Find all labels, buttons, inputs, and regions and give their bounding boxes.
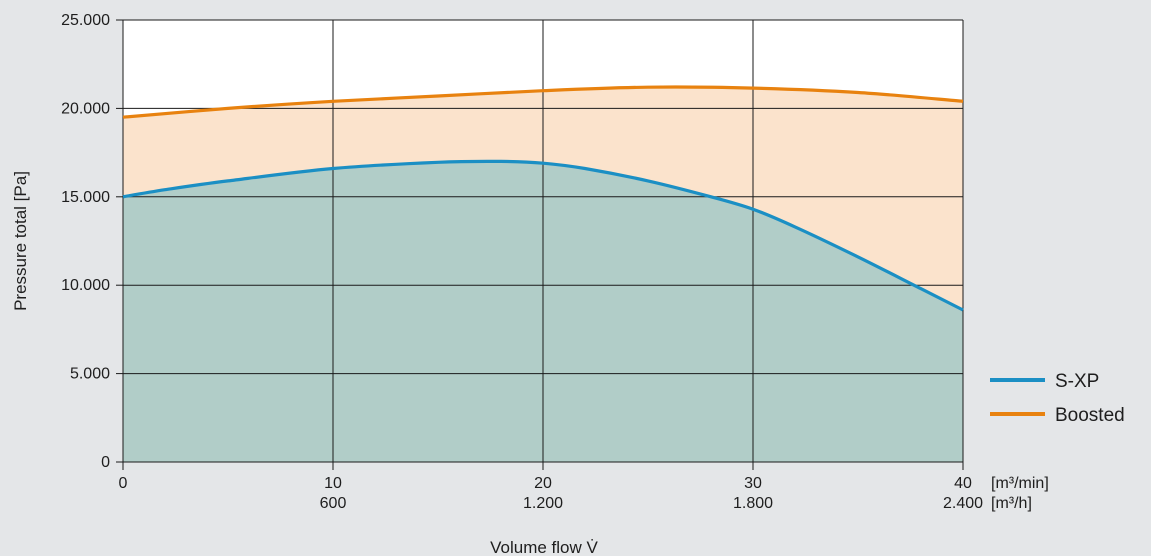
x-axis-title: Volume flow V̇ — [490, 538, 598, 556]
x-tick-label: 20 — [534, 475, 552, 492]
x-tick-labels: 0 10 600 20 1.200 30 1.800 40 2.400 — [119, 475, 984, 512]
x-unit-primary: [m³/min] — [991, 475, 1049, 492]
y-tick-label: 0 — [101, 454, 110, 471]
y-tick-label: 10.000 — [61, 277, 110, 294]
x-unit-secondary: [m³/h] — [991, 495, 1032, 512]
x-tick-label: 10 — [324, 475, 342, 492]
y-tick-labels: 0 5.000 10.000 15.000 20.000 25.000 — [61, 12, 110, 471]
y-tick-label: 20.000 — [61, 100, 110, 117]
legend-label-s-xp: S-XP — [1055, 371, 1099, 392]
x-tick-label-secondary: 1.800 — [733, 495, 773, 512]
series-lines — [122, 85, 964, 312]
x-tick-label: 40 — [954, 475, 972, 492]
x-tick-label-secondary: 2.400 — [943, 495, 983, 512]
legend-label-boosted: Boosted — [1055, 405, 1125, 426]
x-tick-label-secondary: 600 — [320, 495, 347, 512]
y-tick-label: 25.000 — [61, 12, 110, 29]
series-line-s-xp — [122, 159, 964, 312]
x-tick-label: 30 — [744, 475, 762, 492]
x-tick-label-secondary: 1.200 — [523, 495, 563, 512]
y-axis-title: Pressure total [Pa] — [11, 171, 30, 311]
series-line-boosted — [122, 85, 964, 119]
y-tick-label: 15.000 — [61, 189, 110, 206]
y-tick-label: 5.000 — [70, 366, 110, 383]
grid-lines — [116, 19, 964, 470]
x-tick-label: 0 — [119, 475, 128, 492]
legend: S-XP Boosted — [990, 371, 1125, 426]
